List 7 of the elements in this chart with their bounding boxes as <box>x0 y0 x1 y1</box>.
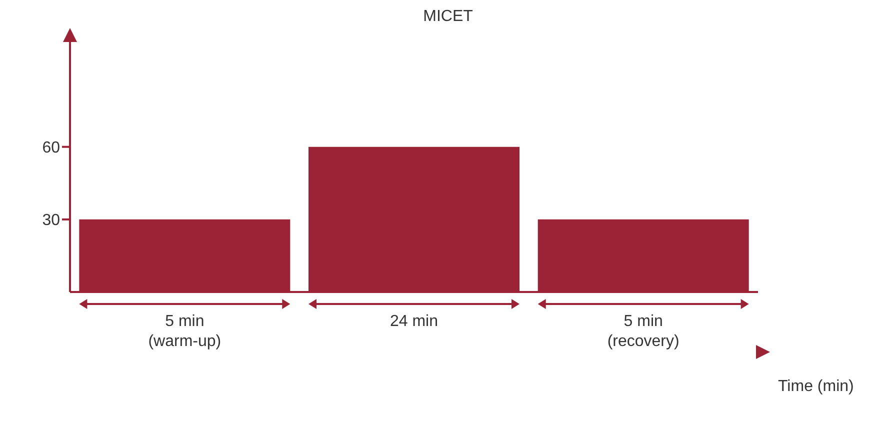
x-tick-label: 24 min <box>390 313 438 330</box>
x-tick-label: 5 min (warm-up) <box>148 313 222 350</box>
y-tick-label: 60 <box>42 140 60 157</box>
x-axis-title: Time (min) <box>778 378 854 396</box>
x-tick-label: 5 min (recovery) <box>607 313 680 350</box>
y-tick-label: 30 <box>42 212 60 230</box>
chart-title: MICET <box>422 8 474 26</box>
